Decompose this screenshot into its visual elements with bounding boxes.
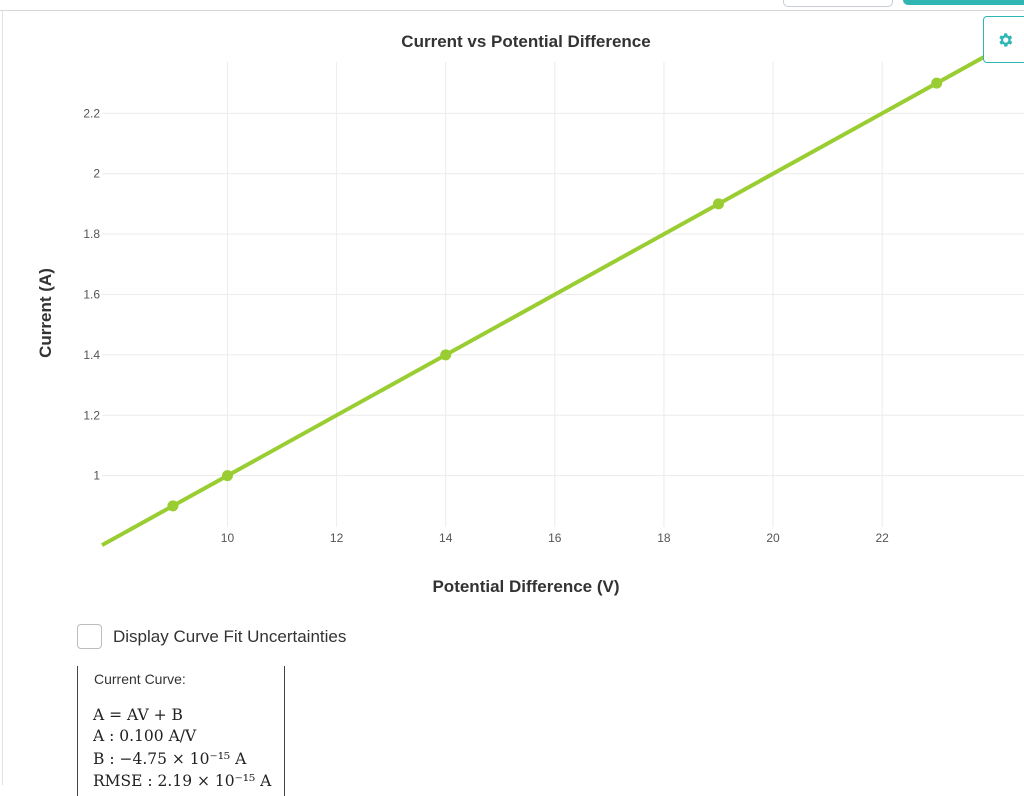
- point-layer: [167, 77, 943, 512]
- y-tick-label: 2: [93, 167, 100, 181]
- x-tick-label: 20: [766, 531, 780, 545]
- x-tick-label: 12: [330, 531, 344, 545]
- data-point: [221, 470, 233, 482]
- uncertainty-label: Display Curve Fit Uncertainties: [113, 626, 347, 646]
- x-tick-label: 18: [657, 531, 671, 545]
- top-primary-button[interactable]: [903, 0, 1024, 5]
- curve-fit-heading: Current Curve:: [94, 671, 186, 687]
- y-tick-label: 1.2: [83, 408, 100, 422]
- top-outline-button[interactable]: [783, 0, 893, 7]
- y-tick-label: 1.4: [83, 348, 100, 362]
- gear-icon: [999, 32, 1013, 47]
- tick-layer: 10 12 14 16 18 20 22 1 1.2 1.4 1.6 1.8 2 2.2: [83, 106, 889, 545]
- data-point: [440, 349, 452, 361]
- chart: 10 12 14 16 18 20 22 1 1.2 1.4 1.6 1.8 2 2.2 Current …: [36, 32, 1024, 596]
- x-axis-title: Potential Difference (V): [432, 577, 619, 596]
- y-tick-label: 1.8: [83, 227, 100, 241]
- fit-param-a: A : 0.100 A/V: [93, 727, 197, 745]
- x-tick-label: 22: [875, 531, 889, 545]
- fit-rmse: RMSE : 2.19 × 10⁻¹⁵ A: [93, 772, 272, 790]
- y-axis-title: Current (A): [36, 268, 55, 358]
- left-divider: [2, 10, 3, 785]
- line-layer: [101, 33, 1024, 547]
- y-tick-label: 1: [93, 469, 100, 483]
- curve-fit-panel: Current Curve: A = AV + B A : 0.100 A/V …: [77, 666, 285, 796]
- x-tick-label: 16: [548, 531, 562, 545]
- y-tick-label: 2.2: [83, 106, 100, 120]
- data-point: [167, 500, 179, 512]
- y-tick-label: 1.6: [83, 288, 100, 302]
- fit-line: [101, 33, 1024, 547]
- uncertainty-toggle[interactable]: Display Curve Fit Uncertainties: [77, 624, 346, 649]
- fit-param-b: B : −4.75 × 10⁻¹⁵ A: [93, 750, 247, 768]
- settings-button[interactable]: [983, 16, 1024, 63]
- top-divider: [0, 10, 1024, 11]
- data-point: [931, 77, 943, 89]
- x-tick-label: 10: [221, 531, 235, 545]
- uncertainty-checkbox[interactable]: [77, 624, 102, 649]
- fit-equation: A = AV + B: [93, 706, 183, 724]
- grid-layer: [102, 62, 1024, 527]
- x-tick-label: 14: [439, 531, 453, 545]
- data-point: [712, 198, 724, 210]
- chart-title: Current vs Potential Difference: [401, 32, 650, 51]
